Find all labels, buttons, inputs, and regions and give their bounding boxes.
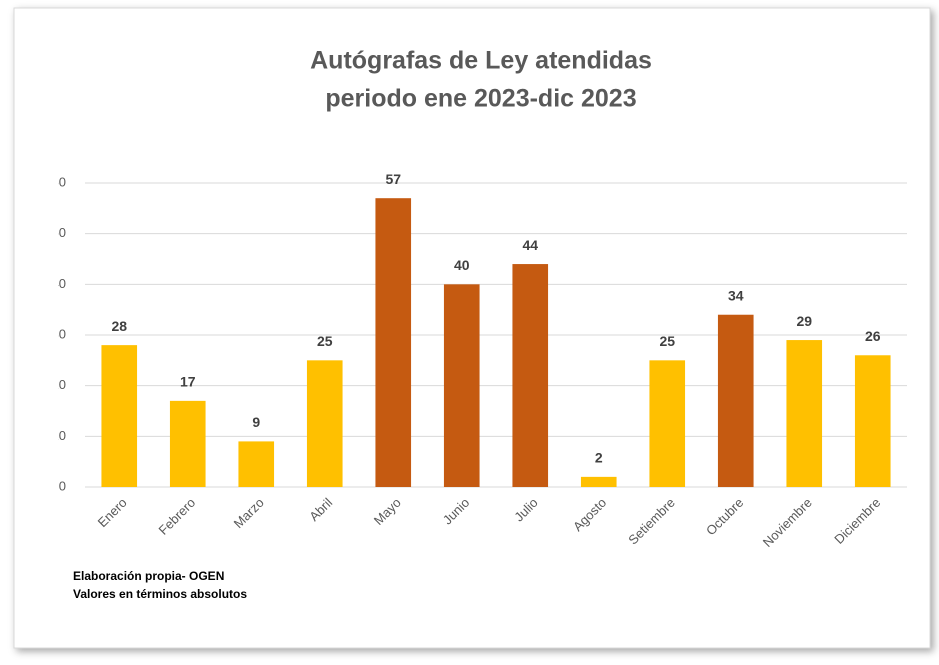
- y-tick-label: 30: [52, 326, 66, 341]
- chart-title: Autógrafas de Ley atendidas: [310, 47, 652, 75]
- data-label: 2: [595, 450, 603, 466]
- bar: [649, 360, 686, 487]
- bar: [443, 284, 480, 487]
- data-label: 29: [796, 313, 812, 329]
- bar: [375, 198, 412, 487]
- bar: [717, 314, 754, 487]
- data-label: 9: [252, 414, 260, 430]
- y-tick-label: 60: [52, 174, 66, 189]
- y-tick-label: 50: [52, 225, 66, 240]
- bar: [101, 345, 138, 487]
- y-tick-label: 10: [52, 428, 66, 443]
- bar: [169, 400, 206, 487]
- bar: [854, 355, 891, 487]
- data-label: 28: [111, 318, 127, 334]
- data-label: 26: [865, 328, 881, 344]
- bar: [786, 340, 823, 487]
- y-tick-label: 40: [52, 276, 66, 291]
- data-label: 34: [728, 287, 744, 303]
- bar: [512, 264, 549, 487]
- data-label: 57: [385, 171, 401, 187]
- chart-title: periodo ene 2023-dic 2023: [325, 85, 636, 113]
- data-label: 25: [659, 333, 675, 349]
- bar: [580, 476, 617, 487]
- data-label: 25: [317, 333, 333, 349]
- bar: [238, 441, 275, 487]
- bar: [306, 360, 343, 487]
- note: Elaboración propia- OGEN: [73, 569, 224, 583]
- y-tick-label: 0: [59, 478, 66, 493]
- data-label: 40: [454, 257, 470, 273]
- y-axis: 0 10 20 30 40 50 60: [52, 174, 66, 493]
- data-label: 17: [180, 374, 196, 390]
- note: Valores en términos absolutos: [73, 587, 247, 601]
- y-tick-label: 20: [52, 377, 66, 392]
- data-label: 44: [522, 237, 538, 253]
